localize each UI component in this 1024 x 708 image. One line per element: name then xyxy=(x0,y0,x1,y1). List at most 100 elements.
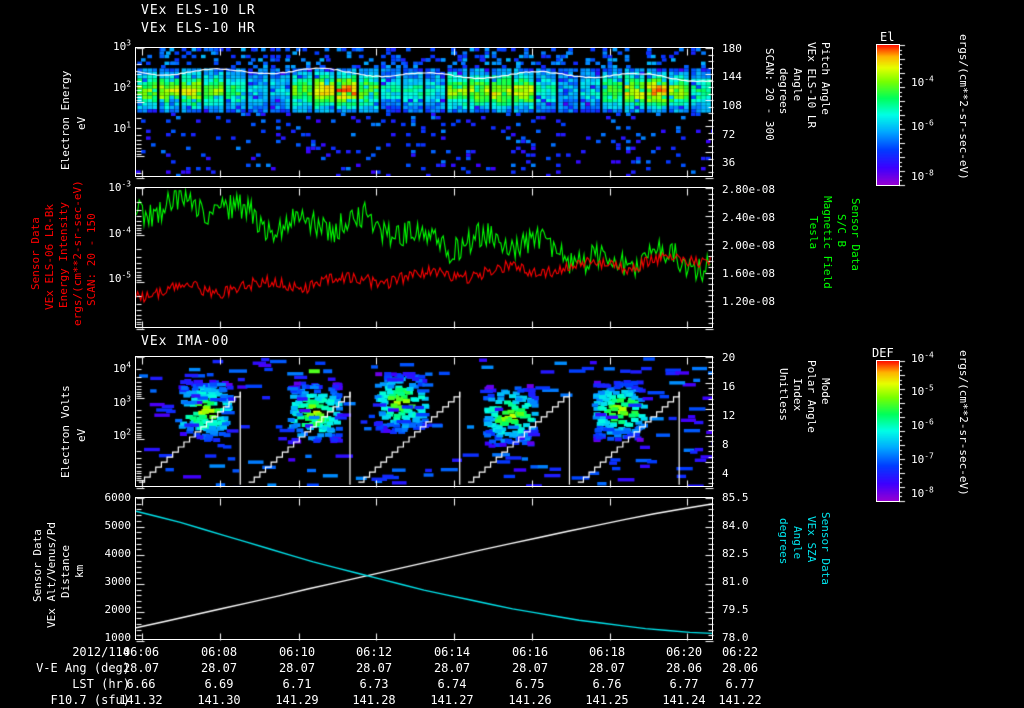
panel2-ytick-0: 10-3 xyxy=(108,180,131,194)
panel3-ticks xyxy=(119,352,731,492)
panel2-right-axis-label-2: S/C B xyxy=(835,214,848,248)
bottom-table-cell: 141.29 xyxy=(275,693,319,707)
bottom-table-cell: 141.26 xyxy=(508,693,552,707)
panel4-right-axis-label-3: Angle xyxy=(791,526,804,560)
bottom-table-cell: 28.07 xyxy=(433,661,471,675)
panel1-right-axis-label-2: VEx ELS-10 LR xyxy=(805,42,818,129)
panel4-rtick-2: 82.5 xyxy=(722,547,749,560)
panel2-right-axis-label-4: Tesla xyxy=(807,216,820,250)
panel2-rtick-4: 1.20e-08 xyxy=(722,295,775,308)
bottom-table-cell: 6.77 xyxy=(669,677,699,691)
bottom-table-cell: 06:20 xyxy=(665,645,703,659)
bottom-table-cell: 6.74 xyxy=(437,677,467,691)
bottom-table-cell: 6.76 xyxy=(592,677,622,691)
panel3-rtick-2: 12 xyxy=(722,409,736,422)
panel2-right-axis-label-1: Sensor Data xyxy=(849,198,862,271)
bottom-table-cell: 6.69 xyxy=(204,677,234,691)
panel1-rtick-3: 72 xyxy=(722,128,736,141)
bottom-table-cell: 06:06 xyxy=(122,645,160,659)
panel3-left-axis-label-1: Electron Volts xyxy=(59,385,72,478)
panel1-rtick-0: 180 xyxy=(722,42,742,55)
panel4-left-axis-label-2: VEx Alt/Venus/Pd xyxy=(45,522,58,628)
bottom-table-cell: 06:16 xyxy=(511,645,549,659)
bottom-table-cell: 28.07 xyxy=(355,661,393,675)
bottom-table-cell: 06:12 xyxy=(355,645,393,659)
panel3-left-axis-label-2: eV xyxy=(75,428,88,442)
bottom-table-cell: 28.07 xyxy=(588,661,626,675)
panel1-rtick-1: 144 xyxy=(722,70,742,83)
el-colorbar-tick-2: 10-8 xyxy=(911,168,934,183)
bottom-table-cell: 141.30 xyxy=(197,693,241,707)
panel2-left-axis-label-5: SCAN: 20 - 150 xyxy=(85,213,98,306)
bottom-table-row-label-3: F10.7 (sfu) xyxy=(50,693,130,707)
bottom-table-cell: 141.32 xyxy=(119,693,163,707)
def-colorbar-frame xyxy=(876,360,900,502)
panel2-rtick-1: 2.40e-08 xyxy=(722,211,775,224)
el-colorbar-frame xyxy=(876,44,900,186)
panel4-right-axis-label-2: VEx SZA xyxy=(805,516,818,563)
panel4-left-axis-label-1: Sensor Data xyxy=(31,529,44,602)
panel1-right-axis-label-3: Angle xyxy=(791,68,804,102)
panel2-right-axis-label-3: Magnetic Field xyxy=(821,196,834,289)
def-colorbar-tick-1: 10-5 xyxy=(911,383,934,398)
panel1-title-hr: VEx ELS-10 HR xyxy=(141,21,256,36)
def-colorbar-title: DEF xyxy=(872,346,894,360)
panel1-right-axis-label-4: degrees xyxy=(777,68,790,115)
bottom-table-row-label-1: V-E Ang (deg) xyxy=(36,661,130,675)
panel3-right-axis-label-2: Polar Angle xyxy=(805,360,818,433)
bottom-table-cell: 28.07 xyxy=(278,661,316,675)
def-colorbar-tick-4: 10-8 xyxy=(911,485,934,500)
panel1-title-lr: VEx ELS-10 LR xyxy=(141,3,256,18)
panel3-right-axis-label-4: Unitless xyxy=(777,368,790,421)
bottom-table-cell: 6.73 xyxy=(359,677,389,691)
panel2-rtick-3: 1.60e-08 xyxy=(722,267,775,280)
bottom-table-cell: 6.71 xyxy=(282,677,312,691)
el-colorbar-unit: ergs/(cm**2-sr-sec-eV) xyxy=(957,34,970,180)
panel2-rtick-0: 2.80e-08 xyxy=(722,183,775,196)
panel3-title: VEx IMA-00 xyxy=(141,334,230,349)
panel3-right-axis-label-1: Mode xyxy=(819,378,832,405)
panel3-rtick-4: 4 xyxy=(722,467,729,480)
panel2-left-axis-label-1: Sensor Data xyxy=(29,217,42,290)
bottom-table-cell: 141.28 xyxy=(352,693,396,707)
bottom-table-cell: 6.66 xyxy=(126,677,156,691)
def-colorbar-ticks xyxy=(899,358,909,504)
panel2-left-axis-label-4: ergs/(cm**2-sr-sec-eV) xyxy=(71,180,84,326)
panel3-rtick-3: 8 xyxy=(722,438,729,451)
bottom-table-cell: 141.25 xyxy=(585,693,629,707)
bottom-table-cell: 06:08 xyxy=(200,645,238,659)
bottom-table-cell: 28.06 xyxy=(721,661,759,675)
def-colorbar-unit: ergs/(cm**2-sr-sec-eV) xyxy=(957,350,970,496)
bottom-table-cell: 6.77 xyxy=(725,677,755,691)
panel2-ticks xyxy=(119,184,731,332)
bottom-table-cell: 6.75 xyxy=(515,677,545,691)
panel4-right-axis-label-1: Sensor Data xyxy=(819,512,832,585)
bottom-table-cell: 141.27 xyxy=(430,693,474,707)
bottom-table-row-label-2: LST (hr) xyxy=(72,677,130,691)
bottom-table-row-label-0: 2012/114 xyxy=(72,645,130,659)
el-colorbar-gradient xyxy=(877,45,899,185)
panel1-rtick-2: 108 xyxy=(722,99,742,112)
bottom-table-cell: 28.07 xyxy=(511,661,549,675)
panel1-rtick-4: 36 xyxy=(722,156,736,169)
bottom-table-cell: 28.06 xyxy=(665,661,703,675)
def-colorbar-gradient xyxy=(877,361,899,501)
panel1-right-axis-label-1: Pitch Angle xyxy=(819,42,832,115)
panel1-right-axis-label-5: SCAN: 20 - 300 xyxy=(763,48,776,141)
panel3-right-axis-label-3: Index xyxy=(791,378,804,412)
bottom-table-cell: 06:10 xyxy=(278,645,316,659)
panel1-ticks xyxy=(119,44,731,182)
panel4-left-axis-label-3: Distance xyxy=(59,545,72,598)
bottom-table-cell: 141.24 xyxy=(662,693,706,707)
bottom-table-cell: 06:14 xyxy=(433,645,471,659)
panel4-rtick-5: 78.0 xyxy=(722,631,749,644)
el-colorbar-tick-0: 10-4 xyxy=(911,74,934,89)
panel2-left-axis-label-3: Energy Intensity xyxy=(57,202,70,308)
panel3-rtick-1: 16 xyxy=(722,380,736,393)
def-colorbar-tick-3: 10-7 xyxy=(911,451,934,466)
panel4-rtick-1: 84.0 xyxy=(722,519,749,532)
panel4-rtick-4: 79.5 xyxy=(722,603,749,616)
def-colorbar-tick-2: 10-6 xyxy=(911,417,934,432)
panel2-rtick-2: 2.00e-08 xyxy=(722,239,775,252)
